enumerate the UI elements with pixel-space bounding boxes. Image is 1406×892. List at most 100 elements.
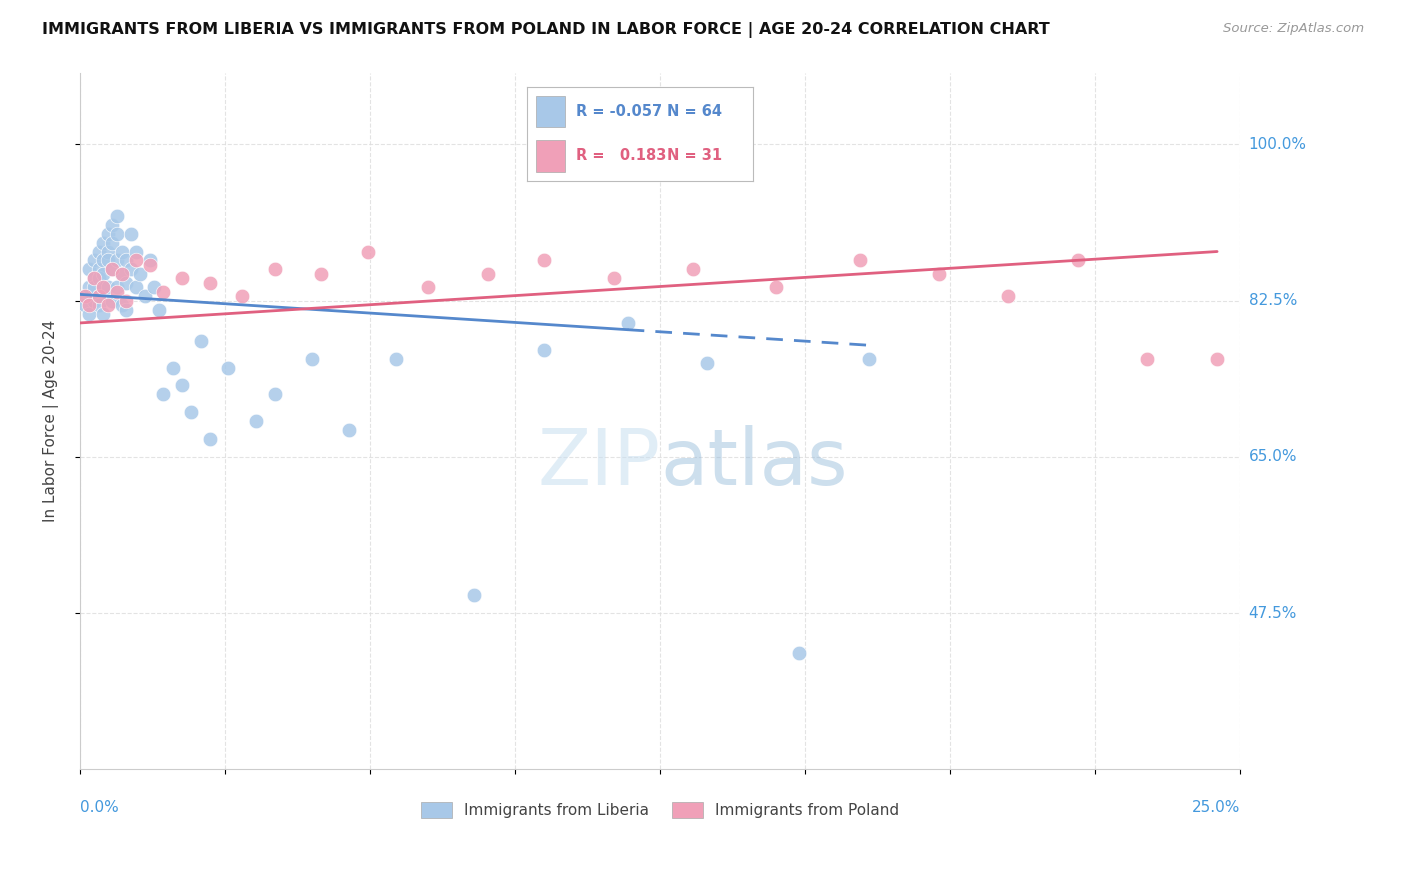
Point xyxy=(105,253,128,268)
Point xyxy=(190,334,212,348)
Point xyxy=(91,280,114,294)
Point xyxy=(180,405,202,419)
Point xyxy=(105,285,128,299)
Point xyxy=(858,351,880,366)
Point xyxy=(77,280,100,294)
Point xyxy=(115,253,138,268)
Point xyxy=(264,387,287,401)
Point xyxy=(170,378,193,392)
Point xyxy=(134,289,156,303)
Point xyxy=(997,289,1019,303)
Point xyxy=(87,289,110,303)
Point xyxy=(245,414,267,428)
Point xyxy=(616,316,638,330)
Point xyxy=(928,267,950,281)
Point xyxy=(152,387,174,401)
Point xyxy=(120,227,142,241)
Point xyxy=(83,280,105,294)
Point xyxy=(357,244,380,259)
Point xyxy=(120,262,142,277)
Point xyxy=(129,267,152,281)
Text: 82.5%: 82.5% xyxy=(1249,293,1296,308)
Point xyxy=(311,267,333,281)
Point xyxy=(97,244,120,259)
Point xyxy=(87,289,110,303)
Text: ZIP: ZIP xyxy=(537,425,661,501)
Point xyxy=(301,351,323,366)
Point xyxy=(91,307,114,321)
Text: 100.0%: 100.0% xyxy=(1249,136,1306,152)
Point xyxy=(77,298,100,312)
Point xyxy=(73,289,96,303)
Point xyxy=(91,253,114,268)
Point xyxy=(105,209,128,223)
Point xyxy=(533,253,555,268)
Point xyxy=(198,276,221,290)
Text: atlas: atlas xyxy=(661,425,848,501)
Y-axis label: In Labor Force | Age 20-24: In Labor Force | Age 20-24 xyxy=(44,320,59,523)
Point xyxy=(198,432,221,446)
Point xyxy=(83,253,105,268)
Point xyxy=(765,280,787,294)
Point xyxy=(97,253,120,268)
Point xyxy=(115,302,138,317)
Point xyxy=(87,271,110,285)
Point xyxy=(337,423,360,437)
Point xyxy=(115,276,138,290)
Point xyxy=(138,253,160,268)
Point xyxy=(115,293,138,308)
Point xyxy=(87,262,110,277)
Point xyxy=(602,271,624,285)
Point xyxy=(101,235,124,250)
Point xyxy=(101,293,124,308)
Point xyxy=(682,262,704,277)
Point xyxy=(463,588,485,602)
Point xyxy=(105,227,128,241)
Legend: Immigrants from Liberia, Immigrants from Poland: Immigrants from Liberia, Immigrants from… xyxy=(415,797,905,824)
Point xyxy=(1206,351,1229,366)
Point xyxy=(101,218,124,232)
Point xyxy=(162,360,184,375)
Point xyxy=(264,262,287,277)
Point xyxy=(101,262,124,277)
Point xyxy=(1067,253,1090,268)
Point xyxy=(73,298,96,312)
Point xyxy=(77,307,100,321)
Point xyxy=(384,351,406,366)
Text: 25.0%: 25.0% xyxy=(1192,800,1240,815)
Point xyxy=(83,271,105,285)
Point xyxy=(138,258,160,272)
Point xyxy=(124,280,146,294)
Point xyxy=(83,271,105,285)
Point xyxy=(87,298,110,312)
Point xyxy=(111,267,134,281)
Point xyxy=(124,244,146,259)
Point xyxy=(111,267,134,281)
Point xyxy=(218,360,240,375)
Point xyxy=(101,262,124,277)
Point xyxy=(97,227,120,241)
Point xyxy=(152,285,174,299)
Point xyxy=(789,646,811,660)
Text: Source: ZipAtlas.com: Source: ZipAtlas.com xyxy=(1223,22,1364,36)
Point xyxy=(416,280,439,294)
Text: 65.0%: 65.0% xyxy=(1249,450,1298,465)
Point xyxy=(111,244,134,259)
Text: 0.0%: 0.0% xyxy=(80,800,118,815)
Point xyxy=(143,280,166,294)
Point xyxy=(696,356,718,370)
Text: 47.5%: 47.5% xyxy=(1249,606,1296,621)
Point xyxy=(97,280,120,294)
Point xyxy=(111,298,134,312)
Point xyxy=(77,262,100,277)
Point xyxy=(477,267,499,281)
Point xyxy=(73,289,96,303)
Point xyxy=(124,253,146,268)
Point xyxy=(97,298,120,312)
Point xyxy=(91,280,114,294)
Point xyxy=(91,235,114,250)
Point xyxy=(533,343,555,357)
Point xyxy=(87,244,110,259)
Point xyxy=(231,289,253,303)
Point xyxy=(105,280,128,294)
